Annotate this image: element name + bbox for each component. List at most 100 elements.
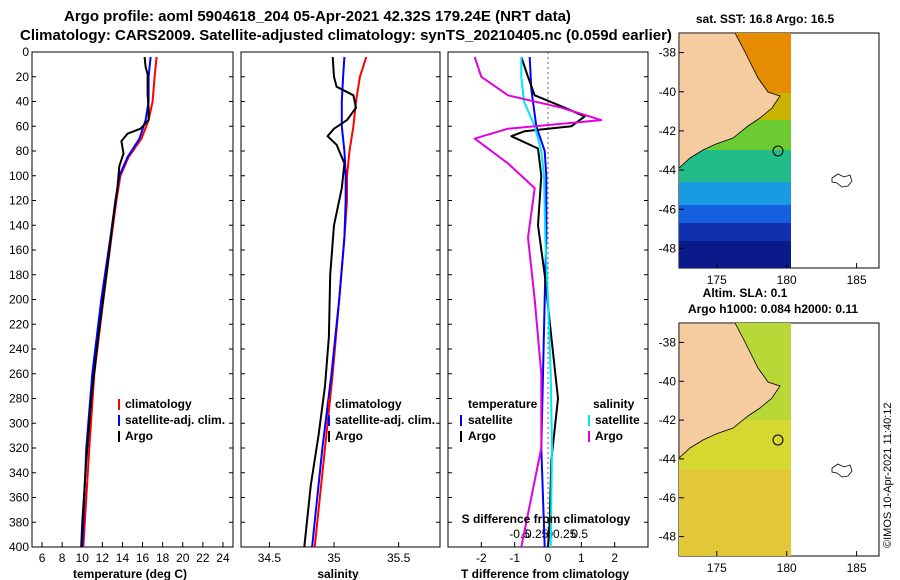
lat-tick-label: -40 xyxy=(659,374,677,388)
salinity-axis-label: salinity xyxy=(317,567,359,580)
depth-tick-label: 280 xyxy=(9,392,29,406)
s-difference-axis-label: S difference from climatology xyxy=(462,512,631,526)
legend-satellite-clim: satellite-adj. clim. xyxy=(125,413,225,427)
depth-tick-label: 380 xyxy=(9,515,29,529)
sla-map-title-1: Altim. SLA: 0.1 xyxy=(703,286,788,300)
lat-tick-label: -42 xyxy=(659,124,677,138)
lat-tick-label: -38 xyxy=(659,46,677,60)
depth-tick-label: 120 xyxy=(9,194,29,208)
lat-tick-label: -42 xyxy=(659,413,677,427)
s-diff-tick-label: 0.25 xyxy=(553,527,577,541)
sst-island-shape xyxy=(831,173,853,188)
x-tick-label: 8 xyxy=(59,551,66,565)
legend-s-satellite: satellite xyxy=(595,413,640,427)
depth-tick-label: 260 xyxy=(9,367,29,381)
depth-tick-label: 240 xyxy=(9,342,29,356)
x-tick-label: 34.5 xyxy=(258,551,282,565)
sst-map-ticks: -38 -40 -42 -44 -46 -48 175 180 185 xyxy=(659,46,867,287)
series-line-temperature-argo xyxy=(510,56,586,548)
lon-tick-label: 180 xyxy=(777,273,797,287)
depth-tick-label: 80 xyxy=(16,144,30,158)
legend-satellite-clim: satellite-adj. clim. xyxy=(335,413,435,427)
x-tick-label: 24 xyxy=(216,551,230,565)
depth-tick-label: 40 xyxy=(16,95,30,109)
s-diff-tick-label: 0.5 xyxy=(571,527,588,541)
sst-map xyxy=(678,32,880,269)
lat-tick-label: -46 xyxy=(659,491,677,505)
legend-temperature-header: temperature xyxy=(468,397,538,411)
series-line-climatology xyxy=(82,56,158,548)
depth-tick-label: 20 xyxy=(16,70,30,84)
temperature-panel: 6 8 10 12 14 16 18 20 22 24 xyxy=(32,51,233,565)
difference-legend: temperature satellite Argo salinity sate… xyxy=(460,397,640,443)
salinity-panel: 34.5 35 35.5 xyxy=(241,51,440,565)
series-line-salinity-argo xyxy=(473,56,603,548)
sst-argo-marker xyxy=(772,145,784,157)
x-tick-label: 35.5 xyxy=(387,551,411,565)
sst-land-shape xyxy=(678,32,781,169)
series-line-climatology xyxy=(313,56,368,548)
sla-island-shape xyxy=(831,463,853,478)
x-tick-label: 10 xyxy=(76,551,90,565)
x-tick-label: 20 xyxy=(176,551,190,565)
temperature-legend: climatology satellite-adj. clim. Argo xyxy=(118,397,225,443)
temperature-panel-frame xyxy=(31,51,234,548)
depth-tick-label: 200 xyxy=(9,293,29,307)
depth-tick-label: 400 xyxy=(9,540,29,554)
x-tick-label: 6 xyxy=(39,551,46,565)
x-tick-label: 18 xyxy=(156,551,170,565)
sst-band-7 xyxy=(679,223,791,243)
series-line-argo xyxy=(303,56,357,548)
lat-tick-label: -44 xyxy=(659,452,677,466)
depth-tick-label: 340 xyxy=(9,466,29,480)
title-line-1: Argo profile: aoml 5904618_204 05-Apr-20… xyxy=(64,8,571,25)
lon-tick-label: 180 xyxy=(777,561,797,575)
x-tick-label: 22 xyxy=(196,551,210,565)
sst-band-4 xyxy=(679,150,791,185)
legend-climatology: climatology xyxy=(125,397,192,411)
sla-band-3 xyxy=(679,470,791,556)
imos-timestamp: ©IMOS 10-Apr-2021 11:40:12 xyxy=(882,403,894,548)
x-tick-label: 12 xyxy=(96,551,110,565)
sst-band-5 xyxy=(679,182,791,207)
s-diff-tick-label: -0.25 xyxy=(521,527,549,541)
series-line-satellite-adj-clim- xyxy=(311,56,347,548)
sla-map-ticks: -38 -40 -42 -44 -46 -48 175 180 185 xyxy=(659,335,867,575)
sst-map-title: sat. SST: 16.8 Argo: 16.5 xyxy=(696,12,835,26)
x-tick-label: 35 xyxy=(327,551,341,565)
depth-tick-label: 0 xyxy=(22,45,29,59)
temperature-axis-label: temperature (deg C) xyxy=(73,567,187,580)
lat-tick-label: -48 xyxy=(659,241,677,255)
depth-tick-label: 160 xyxy=(9,243,29,257)
lon-tick-label: 185 xyxy=(847,561,867,575)
x-tick-label: 1 xyxy=(578,551,585,565)
lat-tick-label: -38 xyxy=(659,335,677,349)
sla-land-shape xyxy=(678,322,781,459)
lon-tick-label: 175 xyxy=(707,561,727,575)
x-tick-label: 2 xyxy=(611,551,618,565)
x-tick-label: 16 xyxy=(136,551,150,565)
depth-tick-label: 140 xyxy=(9,218,29,232)
depth-tick-label: 220 xyxy=(9,317,29,331)
title-line-2: Climatology: CARS2009. Satellite-adjuste… xyxy=(20,27,672,44)
legend-t-argo: Argo xyxy=(468,429,496,443)
depth-tick-label: 300 xyxy=(9,416,29,430)
salinity-panel-frame xyxy=(240,51,441,548)
depth-axis: 0 20 40 60 80 100 120 140 160 180 200 220 240 260 280 3… xyxy=(9,45,29,554)
sla-map-title-2: Argo h1000: 0.084 h2000: 0.11 xyxy=(688,302,858,316)
legend-salinity-header: salinity xyxy=(593,397,635,411)
series-line-satellite-adj-clim- xyxy=(81,56,152,548)
depth-tick-label: 100 xyxy=(9,169,29,183)
legend-climatology: climatology xyxy=(335,397,402,411)
series-line-salinity-satellite xyxy=(520,57,553,548)
lat-tick-label: -48 xyxy=(659,530,677,544)
lat-tick-label: -46 xyxy=(659,202,677,216)
t-difference-axis-label: T difference from climatology xyxy=(461,567,629,580)
difference-panel: -2 -1 0 1 2-0.5-0.250 0.250.5 xyxy=(448,51,648,565)
x-tick-label: 0 xyxy=(545,551,552,565)
depth-tick-label: 180 xyxy=(9,268,29,282)
lon-tick-label: 185 xyxy=(847,273,867,287)
x-tick-label: -2 xyxy=(476,551,487,565)
x-tick-label: 14 xyxy=(116,551,130,565)
